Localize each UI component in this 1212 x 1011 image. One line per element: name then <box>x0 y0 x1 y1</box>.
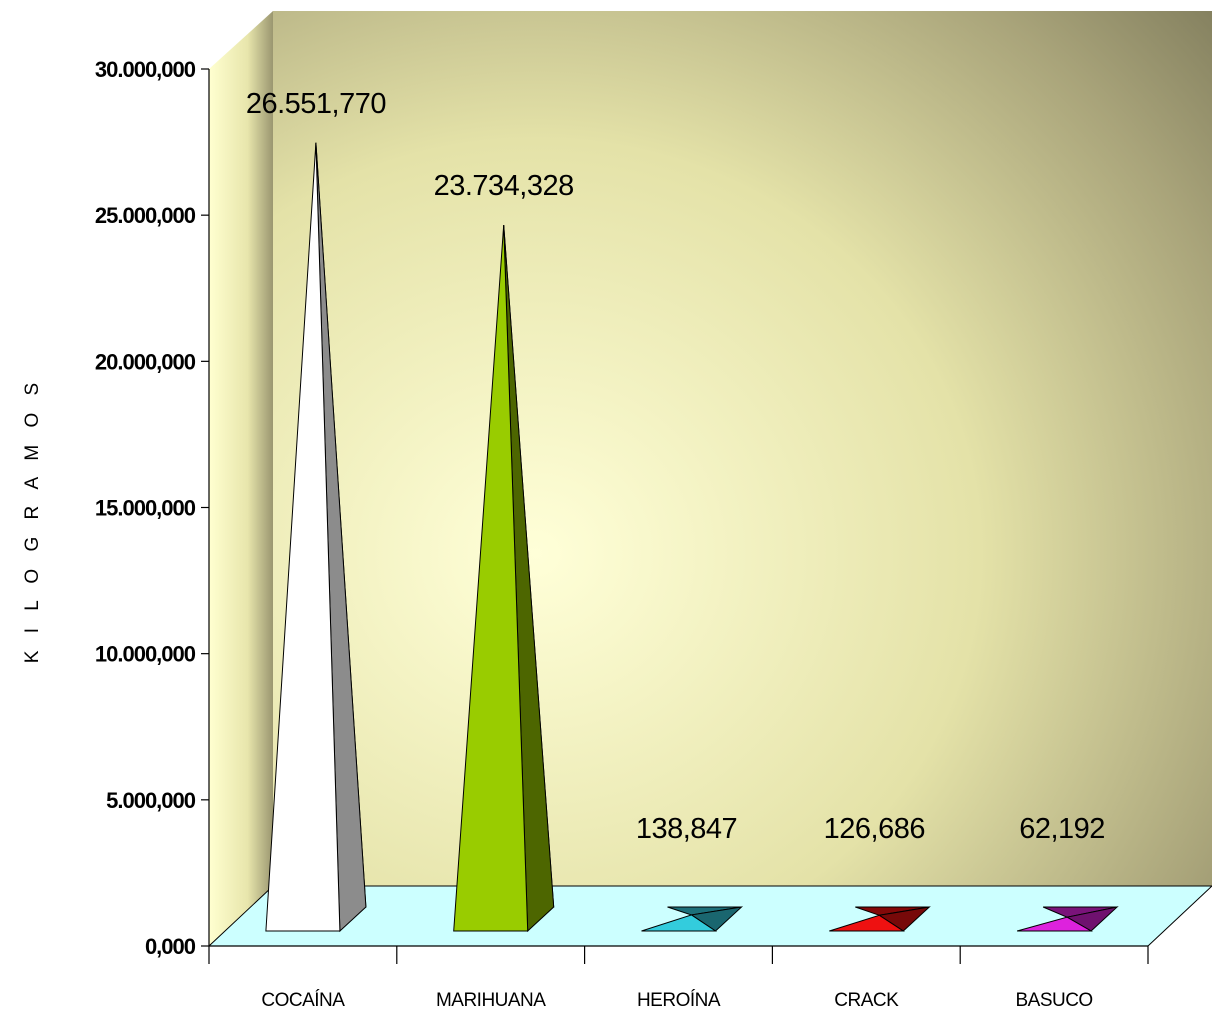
y-axis-ticks: 0,000 5.000,000 10.000,000 15.000,000 20.000… <box>95 57 209 959</box>
pyramid-front-face <box>265 142 341 932</box>
x-tick-label: BASUCO <box>1015 990 1092 1011</box>
pyramid-bar-marihuana <box>453 225 555 933</box>
y-tick-label: 15.000,000 <box>95 496 196 521</box>
x-tick-label: CRACK <box>834 990 899 1011</box>
y-tick-label: 30.000,000 <box>95 57 196 82</box>
pyramid-front-face <box>453 225 529 932</box>
pyramid-front-face <box>641 914 718 932</box>
y-tick-label: 10.000,000 <box>95 642 196 667</box>
pyramid-front-face <box>829 914 905 932</box>
data-label: 62,192 <box>1019 813 1105 845</box>
y-tick-label: 0,000 <box>145 934 196 959</box>
data-label: 26.551,770 <box>246 88 386 120</box>
x-tick-label: MARIHUANA <box>436 990 546 1011</box>
back-wall <box>273 11 1212 886</box>
y-axis-label: K I L O G R A M O S <box>22 377 43 663</box>
y-tick-label: 5.000,000 <box>106 788 196 813</box>
y-tick-label: 25.000,000 <box>95 203 196 228</box>
pyramid-bar-heroína <box>641 906 744 932</box>
data-label: 138,847 <box>636 813 737 845</box>
x-tick-label: HEROÍNA <box>637 990 721 1011</box>
x-tick-label: COCAÍNA <box>261 990 345 1011</box>
y-tick-label: 20.000,000 <box>95 349 196 374</box>
pyramid-bar-crack <box>829 906 931 932</box>
data-label: 126,686 <box>824 813 925 845</box>
data-label: 23.734,328 <box>434 170 574 202</box>
pyramid-bars <box>265 142 1119 933</box>
pyramid-bar-basuco <box>1016 906 1119 932</box>
side-wall <box>209 11 273 946</box>
pyramid-front-face <box>1016 916 1093 932</box>
x-axis-ticks: COCAÍNA MARIHUANA HEROÍNA CRACK BASUCO <box>208 946 1149 1011</box>
pyramid-bar-cocaína <box>265 142 367 933</box>
data-labels: 26.551,770 23.734,328 138,847 126,686 62,192 <box>246 88 1106 845</box>
